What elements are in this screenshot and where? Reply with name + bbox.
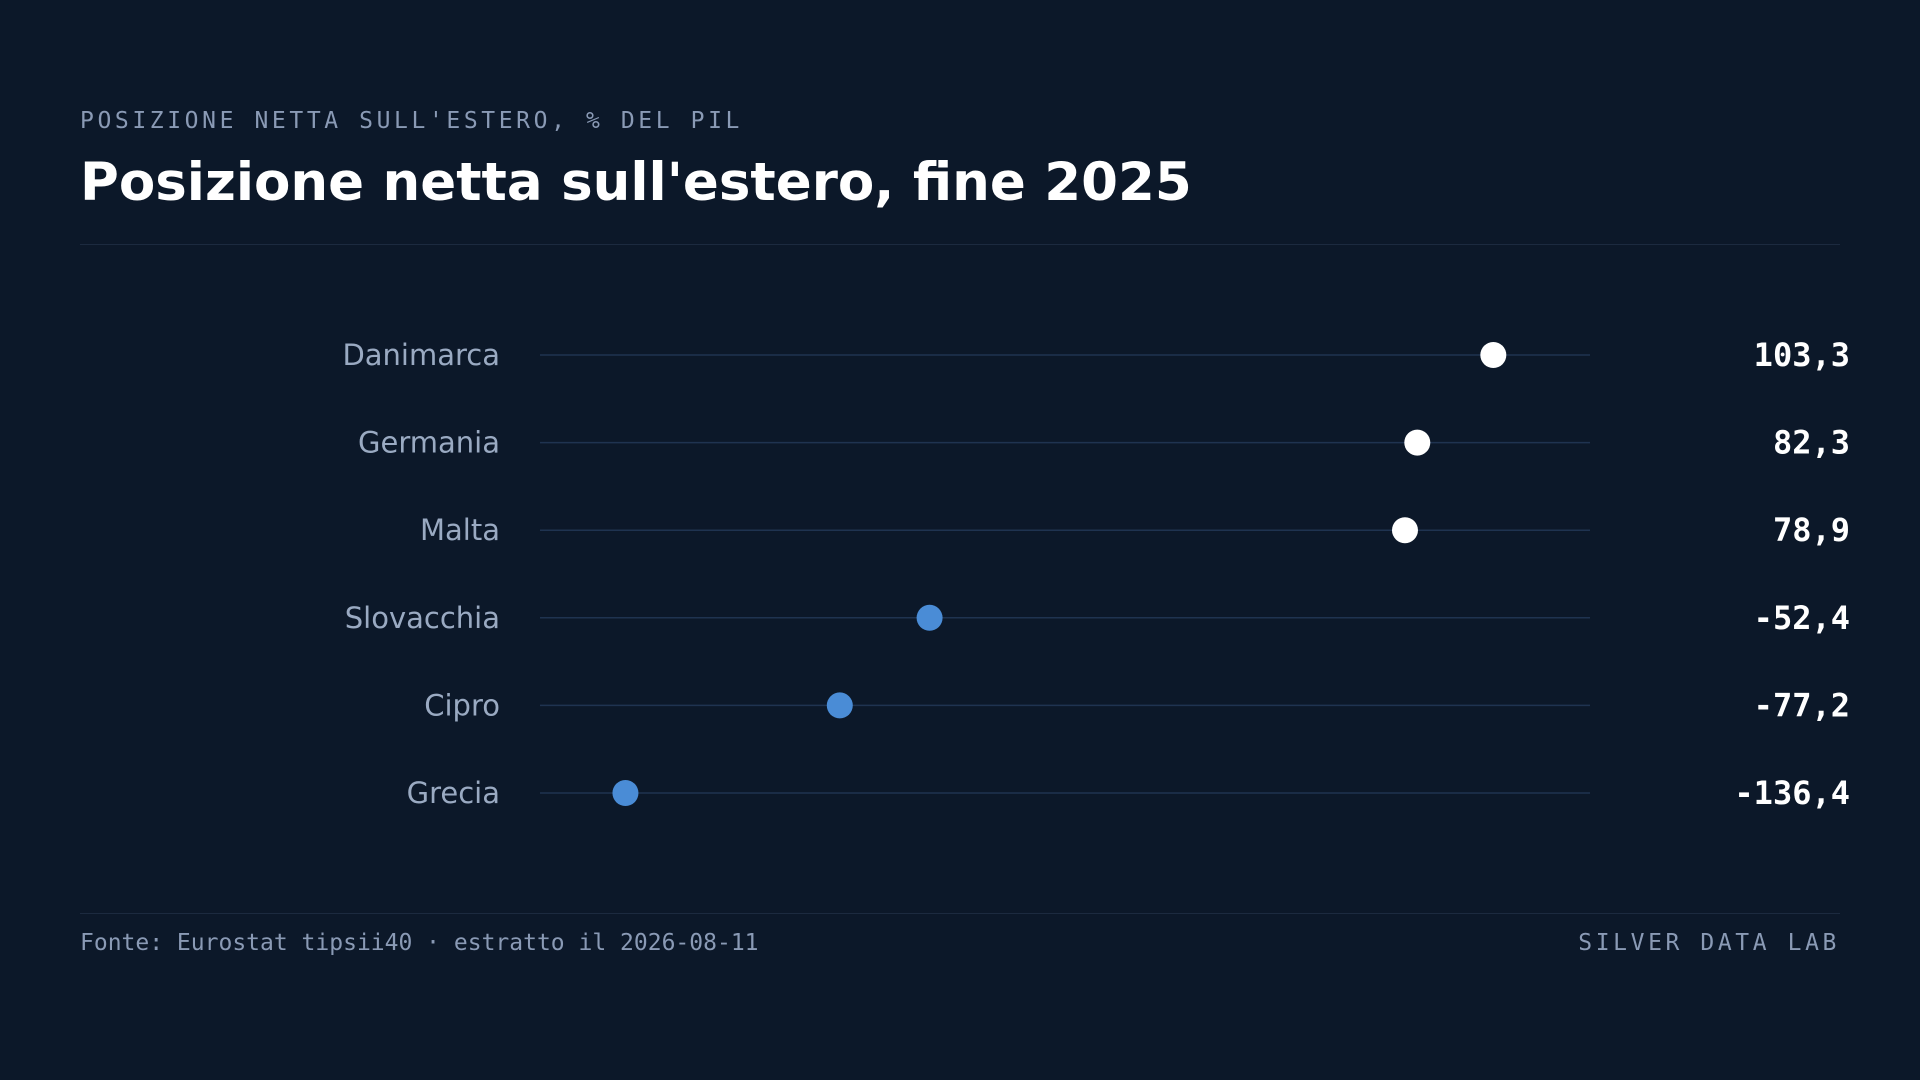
brand-label: SILVER DATA LAB	[1578, 930, 1840, 956]
data-point	[916, 604, 943, 631]
category-label: Grecia	[407, 776, 500, 810]
source-note: Fonte: Eurostat tipsii40 · estratto il 2…	[80, 930, 759, 956]
data-point	[826, 692, 853, 719]
data-point	[1404, 429, 1431, 456]
chart-title: Posizione netta sull'estero, fine 2025	[80, 152, 1192, 213]
value-label: 103,3	[1754, 336, 1850, 374]
chart-kicker: POSIZIONE NETTA SULL'ESTERO, % DEL PIL	[80, 108, 743, 134]
category-label: Slovacchia	[345, 601, 500, 635]
category-label: Cipro	[424, 688, 500, 722]
value-label: -136,4	[1734, 774, 1850, 812]
data-point	[612, 780, 639, 806]
value-label: 78,9	[1773, 511, 1850, 549]
value-label: 82,3	[1773, 424, 1850, 462]
category-label: Malta	[420, 513, 500, 547]
data-point	[1391, 517, 1418, 544]
value-label: -52,4	[1754, 599, 1850, 637]
category-label: Germania	[358, 426, 500, 460]
category-label: Danimarca	[342, 338, 500, 372]
footer-divider	[80, 913, 1840, 914]
value-label: -77,2	[1754, 686, 1850, 724]
data-point	[1480, 342, 1507, 368]
header-divider	[80, 244, 1840, 245]
